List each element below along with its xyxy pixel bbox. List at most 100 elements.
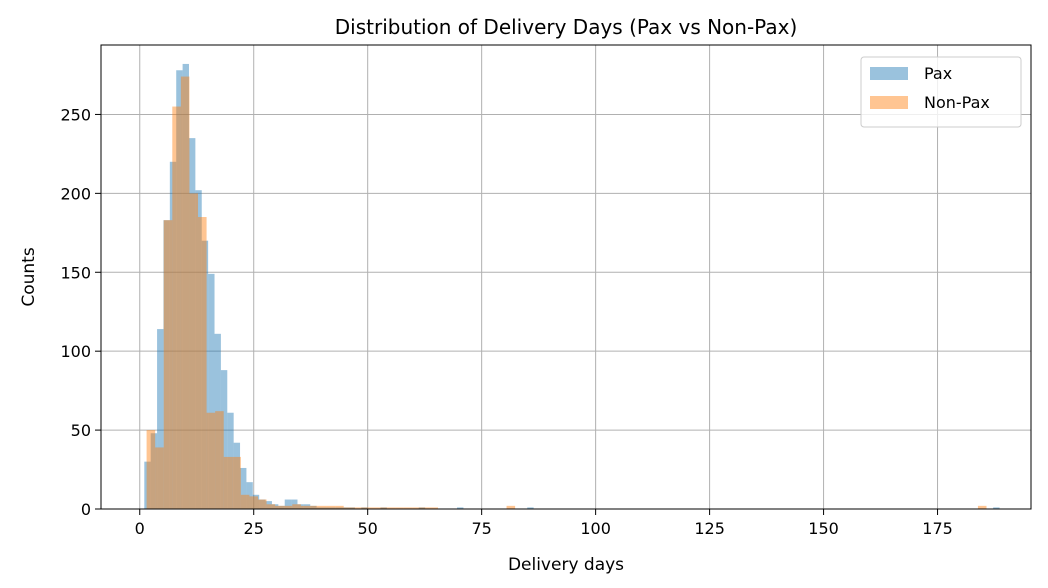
histogram-bar [227, 412, 234, 509]
legend-swatch-non-pax [870, 96, 908, 109]
y-tick-label: 100 [60, 342, 91, 361]
histogram-bar [258, 499, 267, 509]
histogram-bar [352, 507, 361, 509]
histogram-bar [323, 507, 330, 509]
histogram-bar [457, 507, 464, 509]
histogram-bar [283, 505, 293, 509]
histogram-bar [172, 106, 181, 509]
histogram-bar [163, 220, 170, 510]
histogram-bar [412, 507, 421, 509]
histogram-bar [240, 494, 250, 509]
plot-frame [100, 44, 1032, 510]
series-non-pax [146, 76, 987, 510]
histogram-bar [208, 273, 215, 509]
histogram-bar [176, 70, 183, 509]
x-tick-label: 75 [471, 519, 491, 538]
histogram-bar [182, 63, 189, 509]
histogram-bar [195, 190, 202, 510]
histogram-bar [214, 333, 221, 509]
histogram-bar [506, 505, 516, 509]
chart-title: Distribution of Delivery Days (Pax vs No… [335, 15, 798, 39]
legend: Pax Non-Pax [860, 56, 1022, 128]
x-tick-label: 25 [244, 519, 264, 538]
histogram-bar [271, 504, 279, 509]
histogram-bar [206, 412, 216, 509]
histogram-bar [310, 505, 317, 509]
histogram-bar [150, 433, 158, 509]
histogram-bar [380, 507, 387, 509]
histogram-bar [395, 507, 404, 509]
x-tick-label: 100 [580, 519, 611, 538]
histogram-bar [169, 161, 177, 509]
x-tick-label: 150 [808, 519, 839, 538]
histogram-bar [318, 505, 327, 509]
histogram-bar [252, 494, 260, 509]
histogram-bar [163, 220, 173, 510]
histogram-bar [266, 504, 276, 509]
histogram-bar [155, 447, 164, 509]
histogram-bar [343, 507, 353, 509]
histogram-bar [201, 240, 209, 509]
histogram-bar [246, 482, 253, 509]
histogram-bar [386, 507, 396, 509]
histogram-bar [232, 456, 241, 509]
histogram-bar [157, 329, 164, 509]
histogram-bar [249, 496, 259, 509]
histogram-bar [180, 76, 190, 509]
histogram-bar [265, 501, 272, 509]
histogram-bar [403, 507, 413, 509]
histogram-bar [284, 499, 292, 509]
histogram-bar [329, 507, 336, 509]
histogram-bar [993, 507, 1000, 509]
legend-label-non-pax: Non-Pax [924, 93, 990, 112]
histogram-bar [335, 507, 343, 509]
bars-layer [144, 63, 1000, 510]
x-tick-label: 50 [358, 519, 378, 538]
y-tick-label: 50 [71, 421, 91, 440]
histogram-bar [348, 507, 355, 509]
histogram-bar [215, 411, 224, 509]
histogram-bar [259, 499, 266, 509]
histogram-bar [297, 504, 304, 509]
histogram-bar [335, 505, 344, 509]
histogram-bar [316, 507, 324, 509]
histogram-bar [418, 507, 426, 509]
y-tick-label: 0 [81, 500, 91, 519]
histogram-bar [527, 507, 534, 509]
histogram-bar [977, 505, 987, 509]
x-tick-label: 0 [135, 519, 145, 538]
x-axis-label: Delivery days [508, 555, 624, 575]
legend-swatch-pax [870, 67, 908, 80]
axes-layer [100, 44, 1032, 510]
histogram-bar [291, 499, 298, 509]
legend-label-pax: Pax [924, 64, 952, 83]
y-axis-label: Counts [19, 247, 39, 306]
histogram-bar [420, 507, 430, 509]
histogram-bar [292, 504, 301, 509]
histogram-bar [278, 505, 285, 509]
histogram-bar [146, 430, 156, 509]
histogram-bar [377, 507, 387, 509]
histogram-bar [220, 370, 228, 509]
histogram-bar [189, 193, 199, 509]
legend-box [860, 56, 1022, 128]
histogram-bar [309, 505, 318, 509]
histogram-bar [188, 138, 196, 509]
y-tick-label: 200 [60, 184, 91, 203]
ticks-layer: 0 25 50 75 100 125 150 175 0 50 100 150 200 250 [60, 105, 952, 538]
histogram-bar [369, 507, 378, 509]
histogram-bar [240, 467, 247, 509]
histogram-bar [361, 507, 368, 509]
histogram-bar [223, 456, 233, 509]
histogram-bar [233, 442, 241, 509]
histogram-bar [303, 504, 311, 509]
y-tick-label: 250 [60, 105, 91, 124]
histogram-bar [326, 505, 336, 509]
histogram-bar [300, 505, 310, 509]
histogram-bar [360, 507, 370, 509]
histogram-bar [275, 505, 284, 509]
x-tick-label: 175 [922, 519, 953, 538]
histogram-bar [144, 461, 151, 509]
